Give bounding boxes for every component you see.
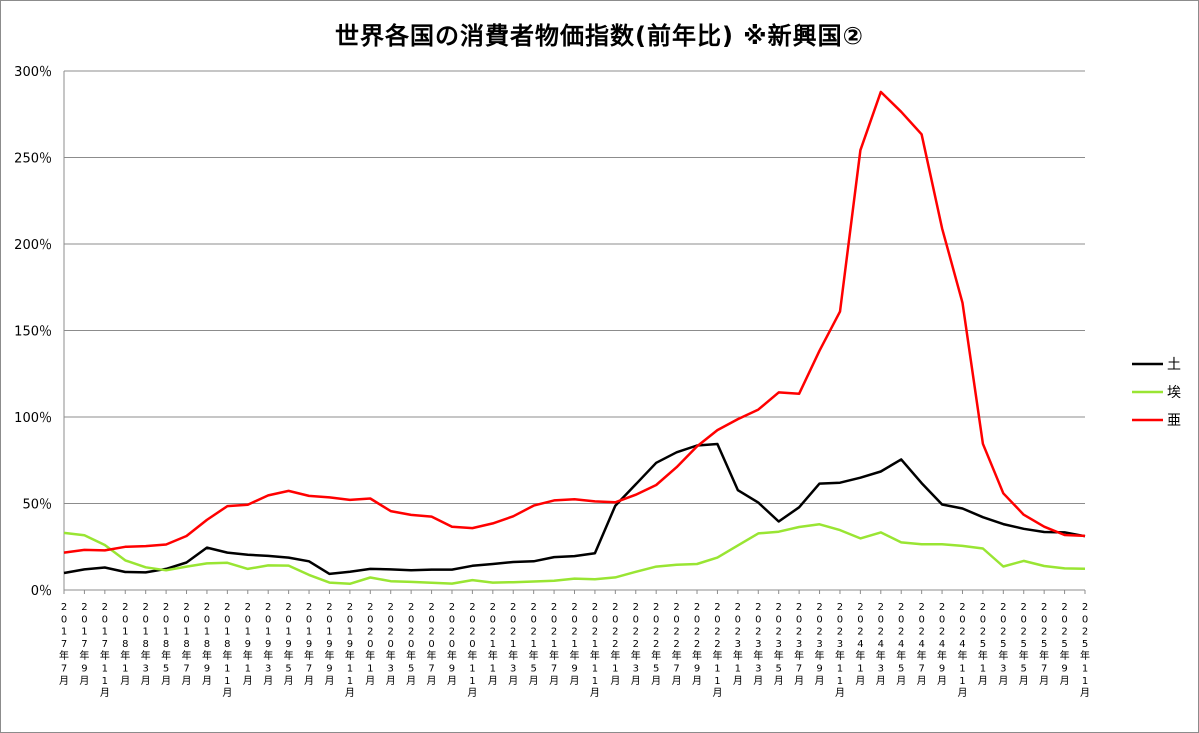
y-axis-ticks: 0％ 50％ 100％ 150％ 200％ 250％ 300％ bbox=[14, 65, 52, 599]
series-line-埃 bbox=[63, 523, 1086, 586]
series-line-土 bbox=[63, 442, 1086, 576]
legend-label: 土 bbox=[1167, 357, 1181, 373]
y-tick-label: 250％ bbox=[14, 152, 52, 167]
y-tick-label: 0％ bbox=[31, 584, 52, 599]
y-tick-label: 300％ bbox=[14, 65, 52, 80]
legend: 土埃亜 bbox=[1132, 357, 1181, 429]
chart-title: 世界各国の消費者物価指数(前年比) ※新興国② bbox=[335, 22, 864, 50]
series-lines bbox=[63, 90, 1086, 586]
y-tick-label: 200％ bbox=[14, 238, 52, 253]
y-tick-label: 100％ bbox=[14, 411, 52, 426]
legend-label: 亜 bbox=[1167, 413, 1181, 429]
legend-label: 埃 bbox=[1167, 385, 1181, 401]
y-tick-label: 150％ bbox=[14, 325, 52, 340]
x-axis-ticks: 2 0 1 7 年 7 月 2 0 1 7 年 9 月 2 0 1 7 年 1 1 月 2 0 1 8 年 1 月 2 0 1 8 年 3 月 2 0 1 8… bbox=[59, 590, 1090, 699]
grid-lines bbox=[63, 70, 1085, 591]
y-tick-label: 50％ bbox=[22, 498, 52, 513]
series-line-亜 bbox=[63, 90, 1086, 554]
